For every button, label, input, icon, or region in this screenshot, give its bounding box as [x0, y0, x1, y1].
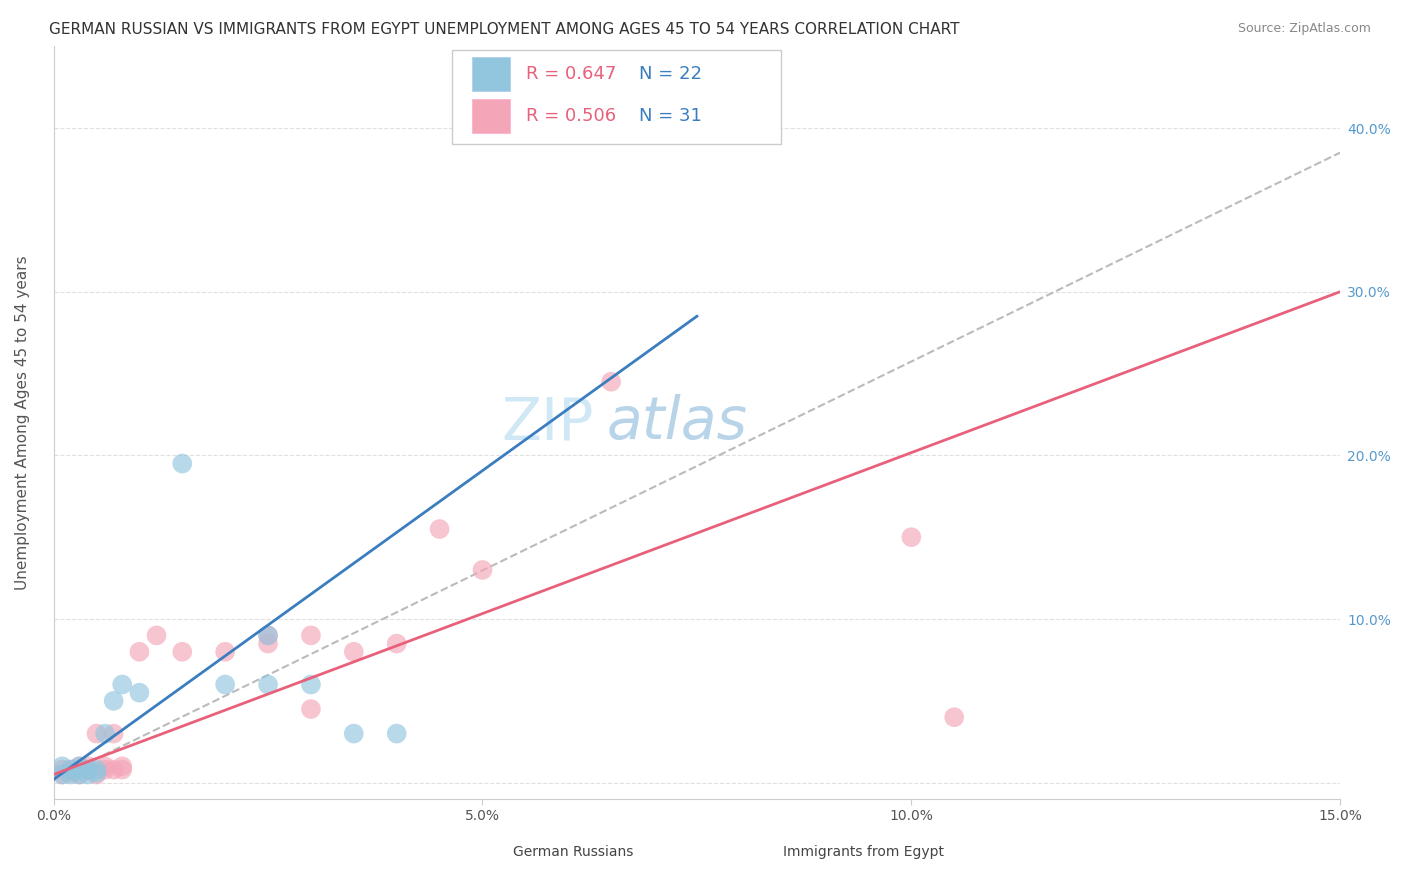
- Point: [86, 767, 108, 781]
- Point: [128, 645, 150, 659]
- Text: German Russians: German Russians: [513, 845, 633, 859]
- Point: [59, 765, 82, 780]
- Point: [257, 637, 280, 651]
- Point: [299, 677, 322, 691]
- Point: [214, 677, 236, 691]
- Point: [471, 563, 494, 577]
- Point: [67, 759, 90, 773]
- Point: [172, 645, 194, 659]
- Point: [172, 457, 194, 471]
- Point: [86, 726, 108, 740]
- Point: [77, 759, 100, 773]
- Point: [343, 726, 366, 740]
- Point: [214, 645, 236, 659]
- Point: [128, 686, 150, 700]
- Point: [103, 694, 125, 708]
- FancyBboxPatch shape: [453, 50, 780, 145]
- Y-axis label: Unemployment Among Ages 45 to 54 years: Unemployment Among Ages 45 to 54 years: [15, 255, 30, 590]
- Point: [943, 710, 966, 724]
- Text: atlas: atlas: [607, 394, 748, 451]
- Text: ZIP: ZIP: [502, 394, 593, 451]
- Point: [600, 375, 623, 389]
- Point: [51, 759, 73, 773]
- Point: [111, 759, 134, 773]
- Point: [51, 767, 73, 781]
- Point: [429, 522, 451, 536]
- Text: R = 0.647: R = 0.647: [526, 65, 616, 83]
- Point: [67, 759, 90, 773]
- Point: [257, 628, 280, 642]
- Text: N = 31: N = 31: [638, 107, 702, 125]
- Bar: [472, 57, 510, 91]
- Point: [900, 530, 922, 544]
- Point: [343, 645, 366, 659]
- Point: [299, 628, 322, 642]
- Point: [59, 767, 82, 781]
- Point: [385, 726, 408, 740]
- Point: [86, 765, 108, 780]
- Point: [77, 767, 100, 781]
- Point: [67, 767, 90, 781]
- Point: [111, 677, 134, 691]
- Point: [103, 763, 125, 777]
- Point: [51, 763, 73, 777]
- Text: R = 0.506: R = 0.506: [526, 107, 616, 125]
- Point: [51, 767, 73, 781]
- Point: [299, 702, 322, 716]
- Point: [257, 677, 280, 691]
- Point: [77, 763, 100, 777]
- Point: [77, 763, 100, 777]
- Bar: [472, 840, 501, 863]
- Bar: [472, 99, 510, 133]
- Point: [59, 763, 82, 777]
- Text: N = 22: N = 22: [638, 65, 702, 83]
- Point: [257, 628, 280, 642]
- Point: [94, 726, 117, 740]
- Point: [94, 763, 117, 777]
- Point: [86, 763, 108, 777]
- Text: Immigrants from Egypt: Immigrants from Egypt: [783, 845, 943, 859]
- Point: [145, 628, 167, 642]
- Text: GERMAN RUSSIAN VS IMMIGRANTS FROM EGYPT UNEMPLOYMENT AMONG AGES 45 TO 54 YEARS C: GERMAN RUSSIAN VS IMMIGRANTS FROM EGYPT …: [49, 22, 960, 37]
- Point: [67, 763, 90, 777]
- Point: [94, 759, 117, 773]
- Text: Source: ZipAtlas.com: Source: ZipAtlas.com: [1237, 22, 1371, 36]
- Point: [103, 726, 125, 740]
- Bar: [742, 840, 770, 863]
- Point: [385, 637, 408, 651]
- Point: [67, 767, 90, 781]
- Point: [111, 763, 134, 777]
- Point: [59, 763, 82, 777]
